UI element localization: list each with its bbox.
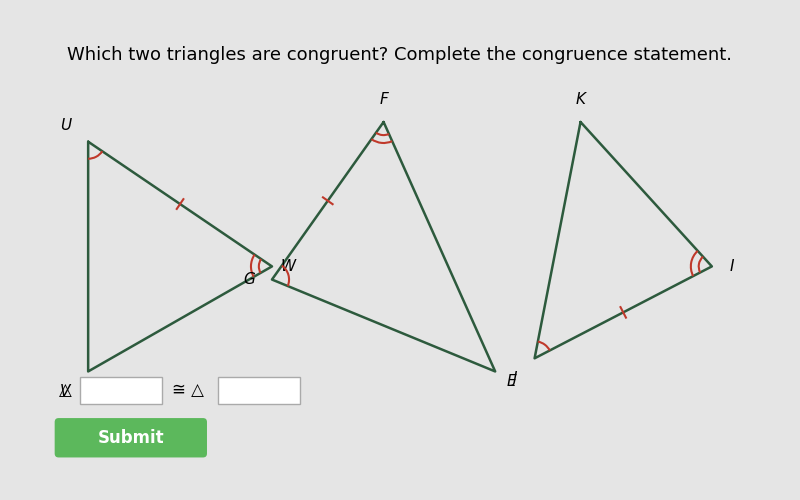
Text: E: E [506, 374, 517, 389]
Text: U: U [60, 118, 70, 133]
Text: J: J [513, 370, 517, 386]
FancyBboxPatch shape [54, 418, 207, 458]
Text: V: V [60, 384, 70, 398]
Text: K: K [575, 92, 586, 106]
Text: Submit: Submit [98, 429, 164, 447]
Text: Which two triangles are congruent? Complete the congruence statement.: Which two triangles are congruent? Compl… [67, 46, 733, 64]
Text: △: △ [58, 382, 71, 400]
FancyBboxPatch shape [218, 376, 299, 404]
Text: I: I [730, 259, 734, 274]
Text: G: G [243, 272, 255, 287]
FancyBboxPatch shape [80, 376, 162, 404]
Text: W: W [281, 259, 296, 274]
Text: F: F [379, 92, 388, 106]
Text: ≅ △: ≅ △ [172, 382, 204, 400]
